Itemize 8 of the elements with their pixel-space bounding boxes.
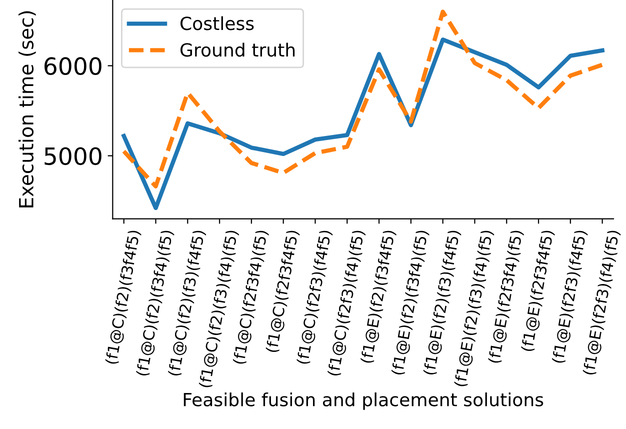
legend-label: Costless	[180, 16, 254, 30]
y-tick-label: 5000	[44, 147, 102, 166]
x-axis-title: Feasible fusion and placement solutions	[184, 392, 544, 410]
y-axis-title: Execution time (sec)	[18, 11, 36, 208]
line-series	[122, 38, 604, 210]
line-series	[122, 10, 604, 188]
y-tick-label: 6000	[44, 57, 102, 76]
legend-label: Ground truth	[180, 42, 295, 57]
